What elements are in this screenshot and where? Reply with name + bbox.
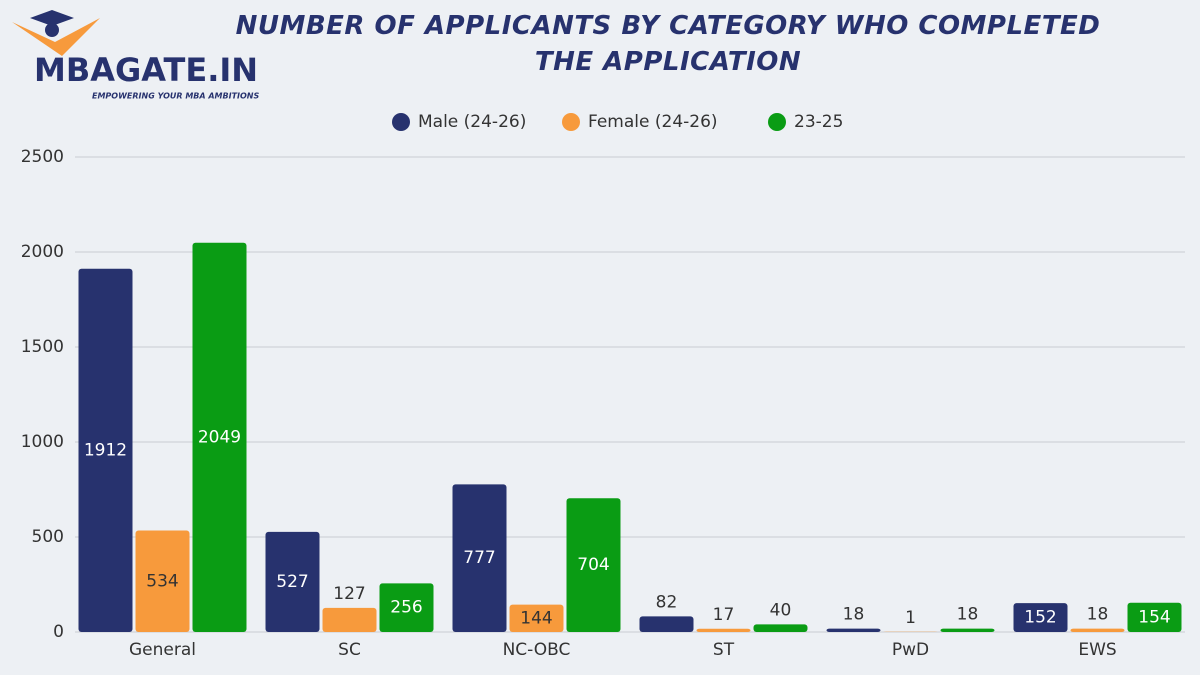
legend-marker <box>562 113 580 131</box>
data-label: 1 <box>905 608 916 628</box>
bar <box>566 498 621 632</box>
x-tick-label: PwD <box>892 640 929 660</box>
logo-swoosh <box>12 18 100 56</box>
bar <box>696 628 751 632</box>
y-tick-label: 1500 <box>21 337 64 357</box>
legend-marker <box>768 113 786 131</box>
bar <box>826 628 881 632</box>
y-tick-label: 500 <box>32 527 64 547</box>
logo-cap <box>30 10 74 26</box>
data-label: 152 <box>1024 608 1056 628</box>
bar <box>940 628 995 632</box>
data-label: 2049 <box>198 427 241 447</box>
legend-label: 23-25 <box>794 112 843 132</box>
bar <box>1070 628 1125 632</box>
x-tick-label: ST <box>713 640 735 660</box>
legend-label: Male (24-26) <box>418 112 526 132</box>
bar <box>639 616 694 632</box>
data-label: 154 <box>1138 607 1170 627</box>
data-label: 777 <box>463 548 495 568</box>
bar <box>78 268 133 632</box>
data-label: 144 <box>520 608 552 628</box>
logo-name: MBAGATE.IN <box>34 51 258 89</box>
data-label: 17 <box>713 605 735 625</box>
x-tick-label: SC <box>338 640 361 660</box>
bar <box>452 484 507 632</box>
x-tick-label: EWS <box>1078 640 1116 660</box>
bar <box>753 624 808 632</box>
y-tick-label: 1000 <box>21 432 64 452</box>
legend-label: Female (24-26) <box>588 112 718 132</box>
bar <box>192 242 247 632</box>
data-label: 1912 <box>84 440 127 460</box>
y-tick-label: 2000 <box>21 242 64 262</box>
data-label: 40 <box>770 600 792 620</box>
bar <box>509 604 564 632</box>
bar <box>322 607 377 632</box>
logo-head <box>45 23 59 37</box>
data-label: 704 <box>577 555 609 575</box>
y-tick-label: 0 <box>53 622 64 642</box>
bar <box>1127 602 1182 632</box>
data-label: 82 <box>656 592 678 612</box>
chart-title: NUMBER OF APPLICANTS BY CATEGORY WHO COM… <box>235 11 1101 77</box>
data-label: 18 <box>1087 605 1109 625</box>
bar <box>379 583 434 632</box>
data-label: 18 <box>843 605 865 625</box>
data-label: 527 <box>276 572 308 592</box>
bar <box>265 531 320 632</box>
data-label: 127 <box>333 584 365 604</box>
x-tick-label: NC-OBC <box>503 640 571 660</box>
y-tick-label: 2500 <box>21 147 64 167</box>
logo-tagline: EMPOWERING YOUR MBA AMBITIONS <box>92 92 260 101</box>
bar <box>135 530 190 632</box>
data-label: 18 <box>957 605 979 625</box>
data-label: 534 <box>146 571 178 591</box>
bar <box>1013 603 1068 632</box>
logo: MBAGATE.IN EMPOWERING YOUR MBA AMBITIONS <box>12 10 260 101</box>
x-tick-label: General <box>129 640 196 660</box>
legend-marker <box>392 113 410 131</box>
data-label: 256 <box>390 598 422 618</box>
